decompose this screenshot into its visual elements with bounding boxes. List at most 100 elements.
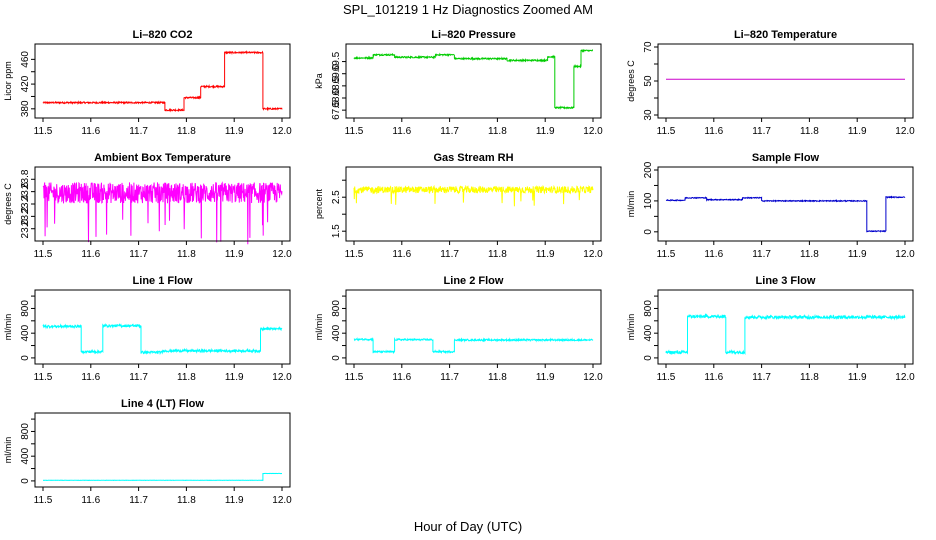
- series-line: [665, 195, 906, 233]
- x-tick-label: 11.7: [440, 372, 459, 383]
- x-tick-label: 11.9: [536, 126, 555, 137]
- x-tick-label: 11.9: [848, 126, 867, 137]
- y-tick-label: 460: [20, 51, 31, 68]
- x-tick-label: 11.6: [81, 372, 100, 383]
- panel-title: Li–820 CO2: [133, 29, 193, 41]
- plot-frame: [657, 43, 914, 119]
- y-tick-label: 23.8: [20, 169, 31, 189]
- x-tick-label: 12.0: [583, 372, 603, 383]
- y-tick-label: 30: [643, 109, 654, 121]
- main-title: SPL_101219 1 Hz Diagnostics Zoomed AM: [343, 2, 593, 17]
- x-tick-label: 11.6: [81, 126, 100, 137]
- x-tick-label: 11.6: [392, 249, 411, 260]
- x-tick-label: 11.6: [392, 126, 411, 137]
- x-tick-label: 11.8: [177, 495, 196, 506]
- plot-frame: [34, 166, 291, 242]
- panel-5: Gas Stream RH percent 1.5 2.5 11.5 11.6 11.7 11…: [314, 152, 603, 260]
- x-tick-label: 11.9: [225, 126, 244, 137]
- x-tick-label: 11.9: [848, 372, 867, 383]
- panel-title: Ambient Box Temperature: [94, 152, 231, 164]
- plot-frame: [345, 43, 602, 119]
- x-tick-label: 11.9: [225, 495, 244, 506]
- panel-2: Li–820 Pressure kPa 67.568.068.569.069.5 11…: [314, 29, 603, 137]
- panel-title: Line 4 (LT) Flow: [121, 398, 204, 410]
- x-tick-label: 12.0: [272, 372, 292, 383]
- y-axis-label: ml/min: [314, 314, 324, 341]
- panel-title: Line 2 Flow: [444, 275, 504, 287]
- series-line: [42, 49, 283, 113]
- x-tick-label: 12.0: [272, 249, 292, 260]
- x-tick-label: 11.5: [34, 126, 53, 137]
- panel-title: Gas Stream RH: [433, 152, 513, 164]
- y-axis-label: ml/min: [626, 314, 636, 341]
- y-tick-label: 69.0: [331, 64, 342, 84]
- y-tick-label: 68.5: [331, 76, 342, 96]
- y-tick-label: 800: [643, 300, 654, 317]
- x-tick-label: 12.0: [272, 495, 292, 506]
- plot-frame: [34, 43, 291, 119]
- x-tick-label: 11.9: [225, 372, 244, 383]
- x-tick-label: 11.5: [345, 372, 364, 383]
- x-tick-label: 11.7: [440, 126, 459, 137]
- x-tick-label: 11.6: [81, 495, 100, 506]
- y-tick-label: 0: [331, 355, 342, 361]
- x-tick-label: 11.9: [225, 249, 244, 260]
- plot-frame: [34, 289, 291, 365]
- panel-grid: Li–820 CO2 Licor ppm 380 420 460 11.5 11.6 11.7…: [3, 29, 915, 506]
- x-tick-label: 11.5: [345, 249, 364, 260]
- x-tick-label: 11.6: [704, 372, 723, 383]
- series-line: [353, 336, 594, 355]
- x-tick-label: 11.5: [657, 249, 676, 260]
- x-tick-label: 12.0: [272, 126, 292, 137]
- y-axis-label: kPa: [314, 73, 324, 89]
- x-tick-label: 11.8: [800, 126, 819, 137]
- y-tick-label: 200: [643, 161, 654, 178]
- panel-title: Li–820 Pressure: [431, 29, 515, 41]
- x-tick-label: 11.7: [129, 372, 148, 383]
- y-tick-label: 0: [643, 229, 654, 235]
- plot-frame: [345, 166, 602, 242]
- x-tick-label: 11.6: [392, 372, 411, 383]
- y-tick-label: 0: [20, 355, 31, 361]
- y-axis-label: degrees C: [3, 183, 13, 225]
- y-tick-label: 50: [643, 75, 654, 87]
- x-tick-label: 11.7: [752, 372, 771, 383]
- x-tick-label: 11.8: [177, 372, 196, 383]
- x-tick-label: 12.0: [895, 126, 915, 137]
- panel-8: Line 2 Flow ml/min 0 400 800 11.5 11.6 11.7 11.8…: [314, 275, 603, 383]
- panel-3: Li–820 Temperature degrees C 30 50 70 11.5 11.…: [626, 29, 915, 137]
- panel-4: Ambient Box Temperature degrees C 23.023.2…: [3, 152, 292, 260]
- series-line: [42, 181, 283, 245]
- x-tick-label: 11.8: [488, 126, 507, 137]
- x-tick-label: 11.6: [81, 249, 100, 260]
- x-tick-label: 11.7: [129, 126, 148, 137]
- x-tick-label: 12.0: [583, 126, 603, 137]
- y-tick-label: 23.0: [20, 219, 31, 239]
- x-tick-label: 11.7: [129, 249, 148, 260]
- y-tick-label: 23.6: [20, 181, 31, 201]
- x-tick-label: 11.7: [752, 249, 771, 260]
- x-tick-label: 11.6: [704, 126, 723, 137]
- x-tick-label: 11.8: [800, 372, 819, 383]
- x-tick-label: 11.8: [177, 126, 196, 137]
- y-tick-label: 0: [643, 355, 654, 361]
- y-axis-label: percent: [314, 188, 324, 219]
- y-tick-label: 400: [643, 324, 654, 341]
- x-tick-label: 11.8: [800, 249, 819, 260]
- y-axis-label: ml/min: [626, 191, 636, 218]
- y-tick-label: 400: [331, 324, 342, 341]
- x-axis-label: Hour of Day (UTC): [414, 519, 522, 534]
- series-line: [43, 472, 282, 481]
- x-tick-label: 11.7: [129, 495, 148, 506]
- y-tick-label: 400: [20, 447, 31, 464]
- y-tick-label: 70: [643, 41, 654, 53]
- y-tick-label: 23.4: [20, 194, 31, 214]
- plot-frame: [657, 289, 914, 365]
- y-axis-label: Licor ppm: [3, 61, 13, 101]
- panel-10: Line 4 (LT) Flow ml/min 0 400 800 11.5 11.6 11.…: [3, 398, 292, 506]
- y-tick-label: 1.5: [331, 224, 342, 238]
- x-tick-label: 11.5: [34, 372, 53, 383]
- series-line: [353, 184, 594, 207]
- panel-title: Li–820 Temperature: [734, 29, 837, 41]
